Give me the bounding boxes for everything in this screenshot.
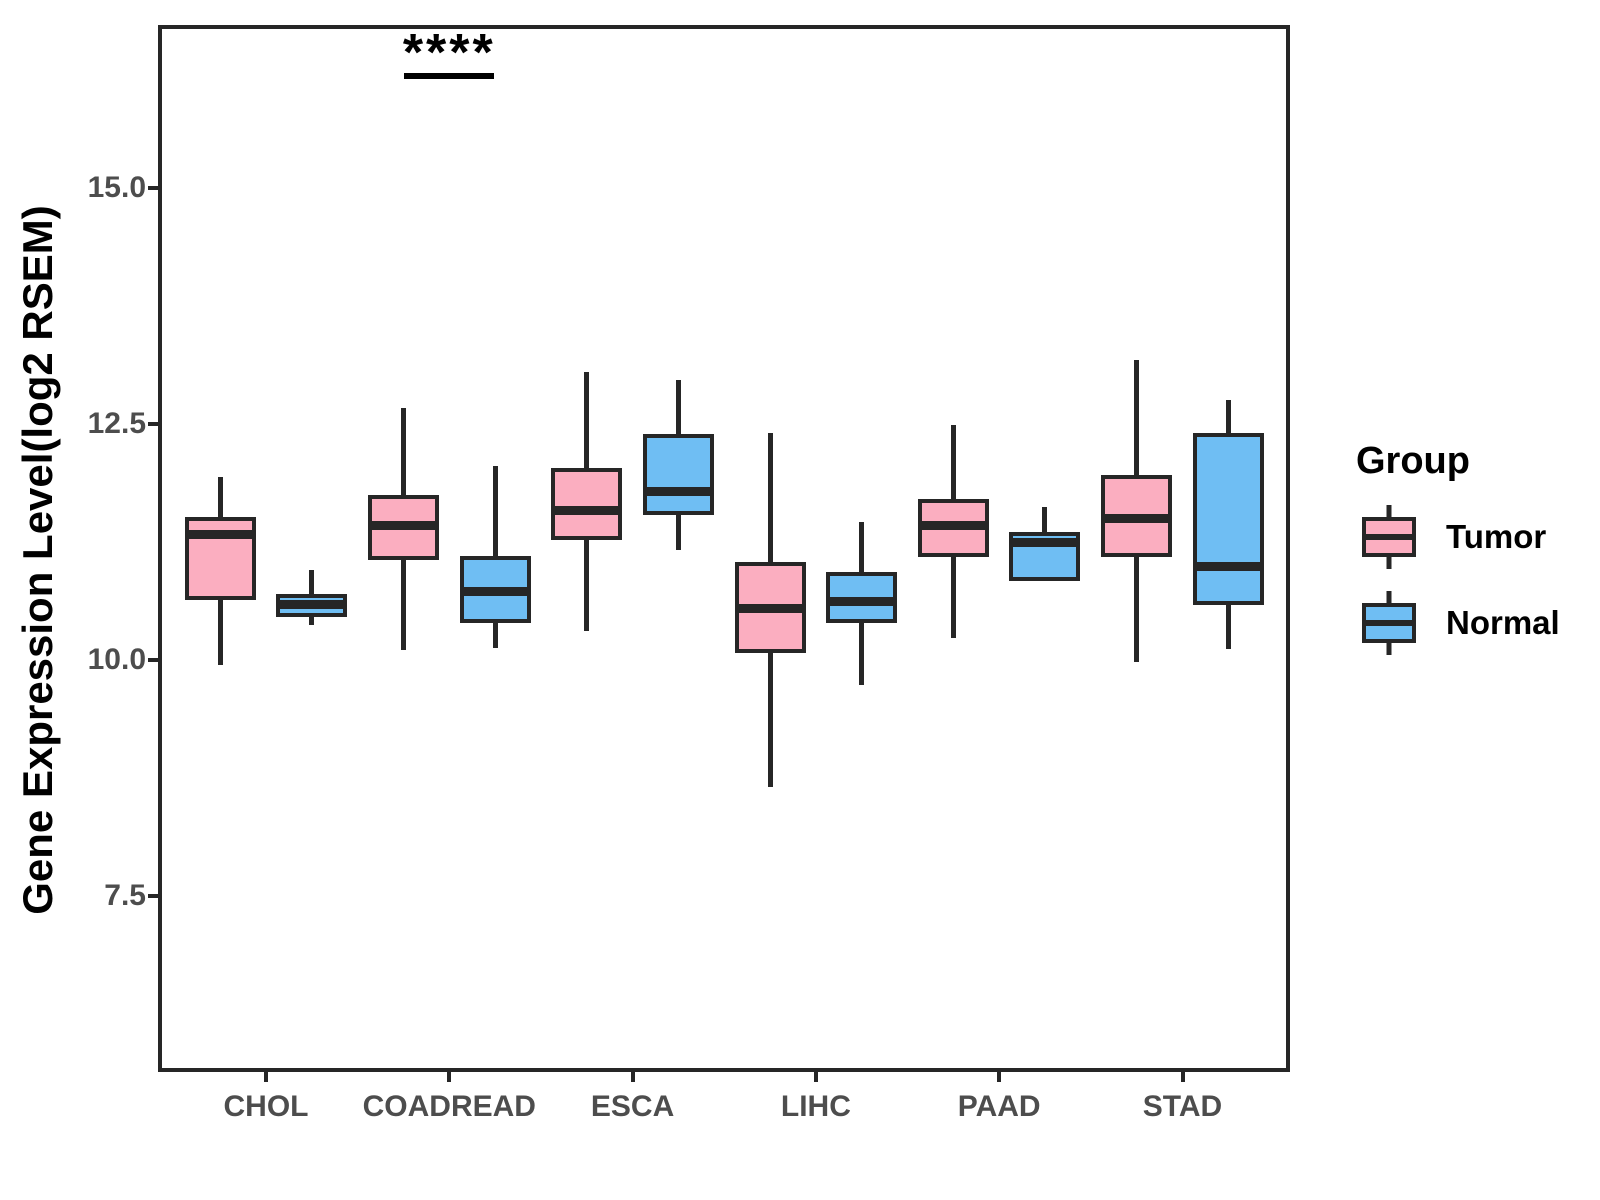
x-tick-mark [813, 1072, 818, 1082]
x-tick-mark [264, 1072, 268, 1082]
y-axis-title: Gene Expression Level(log2 RSEM) [14, 205, 61, 915]
median-line [830, 596, 894, 606]
median-line [922, 521, 985, 531]
y-tick-mark [148, 657, 158, 662]
median-line [280, 599, 344, 609]
x-tick-mark [1180, 1072, 1185, 1082]
x-tick-mark [630, 1072, 635, 1082]
boxplot-box [1192, 433, 1264, 606]
y-tick-label: 10.0 [87, 642, 146, 676]
significance-bar [404, 73, 495, 80]
median-line [646, 487, 710, 497]
median-line [188, 529, 252, 539]
legend-key-median [1366, 534, 1412, 540]
y-tick-label: 7.5 [104, 878, 146, 912]
y-tick-mark [148, 893, 158, 898]
legend-key-median [1366, 620, 1412, 626]
x-category-label: PAAD [957, 1090, 1041, 1123]
legend-key-tumor-icon [1362, 505, 1416, 569]
x-tick-mark [447, 1072, 452, 1082]
median-line [1013, 538, 1077, 548]
x-tick-mark [997, 1072, 1002, 1082]
legend-item-label: Normal [1446, 604, 1560, 641]
x-category-label: LIHC [780, 1090, 851, 1123]
median-line [372, 521, 436, 531]
boxplot-box [551, 468, 623, 540]
y-tick-label: 15.0 [87, 171, 146, 205]
y-tick-label: 12.5 [87, 406, 146, 440]
legend-key-normal-icon [1362, 591, 1416, 655]
significance-stars: **** [402, 24, 496, 83]
legend-items: Tumor Normal [1352, 505, 1592, 655]
median-line [555, 506, 619, 516]
legend-item-label: Tumor [1446, 518, 1547, 555]
legend-title: Group [1356, 440, 1470, 482]
legend-item: Tumor [1362, 505, 1592, 569]
median-line [1196, 561, 1260, 571]
legend-item: Normal [1362, 591, 1592, 655]
x-category-label: CHOL [223, 1090, 309, 1123]
median-line [1105, 513, 1169, 523]
x-category-label: STAD [1142, 1090, 1223, 1123]
median-line [463, 587, 527, 597]
y-tick-mark [148, 186, 158, 191]
x-category-label: COADREAD [362, 1090, 536, 1123]
boxplot-box [642, 434, 714, 515]
y-tick-mark [148, 421, 158, 426]
x-category-label: ESCA [590, 1090, 675, 1123]
legend: Group Tumor Normal [1352, 440, 1592, 677]
median-line [738, 604, 802, 614]
